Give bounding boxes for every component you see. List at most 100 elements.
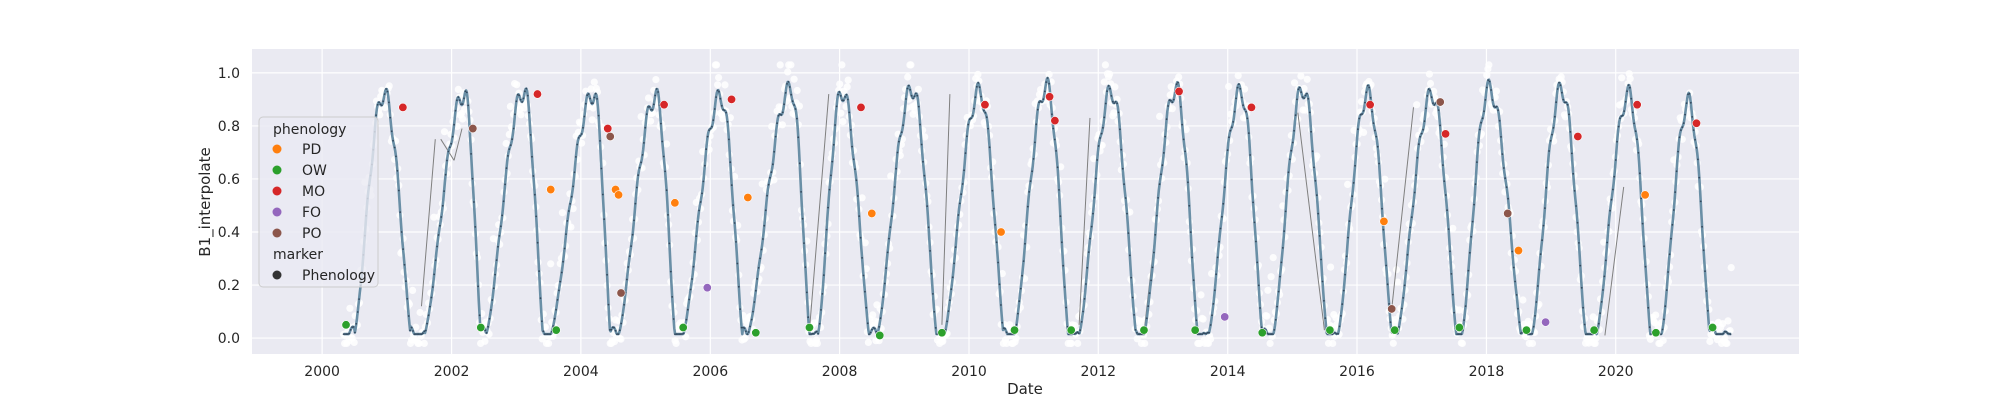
curve-dot [529, 134, 532, 136]
curve-dot [974, 96, 977, 99]
curve-dot [1002, 327, 1005, 329]
raw-point [1425, 70, 1433, 78]
curve-dot [1052, 127, 1055, 130]
curve-dot [1504, 177, 1507, 180]
curve-dot [344, 333, 346, 335]
curve-dot [804, 266, 807, 269]
curve-dot [1151, 266, 1154, 269]
curve-dot [430, 296, 433, 299]
curve-dot [516, 93, 519, 96]
curve-dot [1576, 221, 1579, 224]
curve-dot [1062, 264, 1065, 267]
curve-dot [754, 289, 757, 292]
curve-dot [1607, 224, 1610, 227]
curve-dot [864, 290, 866, 293]
curve-dot [1388, 303, 1390, 305]
curve-dot [1004, 328, 1006, 330]
connector-line [1078, 117, 1091, 325]
raw-point [787, 61, 795, 69]
curve-dot [521, 101, 523, 103]
curve-dot [1663, 318, 1665, 321]
curve-dot [1538, 268, 1541, 271]
curve-dot [1539, 253, 1542, 256]
curve-dot [854, 168, 856, 171]
curve-dot [627, 266, 630, 268]
curve-dot [793, 104, 795, 106]
curve-dot [773, 150, 776, 153]
raw-point [1111, 83, 1119, 91]
curve-dot [533, 193, 536, 196]
raw-point [864, 338, 873, 346]
curve-dot [606, 273, 608, 276]
curve-dot [805, 291, 808, 294]
curve-dot [1274, 318, 1277, 321]
phenology-point-mo [1045, 92, 1055, 102]
curve-dot [1022, 260, 1025, 262]
curve-dot [749, 325, 751, 328]
curve-dot [405, 280, 407, 283]
curve-dot [583, 115, 586, 118]
curve-dot [1466, 288, 1468, 291]
curve-dot [1150, 279, 1152, 282]
curve-dot [439, 224, 441, 227]
curve-dot [417, 333, 420, 335]
curve-dot [743, 327, 746, 329]
curve-dot [1126, 212, 1128, 215]
curve-dot [912, 97, 914, 100]
curve-dot [1389, 321, 1392, 324]
raw-point [1182, 126, 1190, 134]
raw-point [1133, 335, 1141, 343]
phenology-point-pd [867, 208, 877, 218]
curve-dot [1437, 109, 1440, 111]
curve-dot [616, 333, 618, 335]
curve-dot [515, 100, 518, 103]
curve-dot [1008, 333, 1011, 335]
curve-dot [1634, 130, 1637, 133]
curve-dot [1464, 305, 1467, 307]
curve-dot [1405, 269, 1407, 272]
curve-dot [791, 100, 794, 103]
curve-dot [416, 333, 419, 335]
raw-point [715, 74, 723, 82]
curve-dot [742, 326, 744, 329]
curve-dot [830, 174, 832, 177]
curve-dot [983, 109, 985, 112]
curve-dot [1572, 172, 1575, 175]
curve-dot [651, 109, 654, 111]
phenology-point-ow [1139, 325, 1149, 335]
curve-dot [1087, 251, 1090, 254]
curve-dot [678, 333, 681, 335]
phenology-point-mo [1632, 100, 1642, 110]
curve-dot [1620, 115, 1623, 117]
phenology-point-po [605, 132, 615, 142]
curve-dot [390, 130, 393, 133]
raw-point [998, 270, 1006, 278]
curve-dot [1168, 99, 1171, 102]
curve-dot [1587, 333, 1590, 335]
curve-dot [718, 90, 720, 93]
curve-dot [1212, 303, 1215, 305]
curve-dot [1260, 326, 1263, 329]
connector-line [1604, 186, 1625, 336]
curve-dot [497, 245, 499, 248]
curve-dot [1297, 88, 1300, 91]
raw-point [1592, 334, 1600, 342]
curve-dot [1276, 305, 1278, 308]
curve-dot [1493, 105, 1495, 108]
raw-point [545, 339, 553, 347]
curve-dot [1342, 289, 1345, 292]
curve-dot [613, 326, 615, 329]
curve-dot [1532, 325, 1535, 328]
curve-dot [477, 285, 479, 288]
curve-dot [1208, 331, 1210, 334]
curve-dot [594, 92, 597, 95]
curve-dot [1453, 311, 1456, 314]
curve-dot [1111, 100, 1114, 103]
curve-dot [494, 273, 496, 276]
curve-dot [881, 307, 883, 310]
curve-dot [977, 82, 980, 84]
curve-dot [1103, 116, 1106, 119]
curve-dot [446, 159, 448, 162]
curve-dot [1716, 333, 1719, 335]
raw-point [1426, 79, 1435, 88]
